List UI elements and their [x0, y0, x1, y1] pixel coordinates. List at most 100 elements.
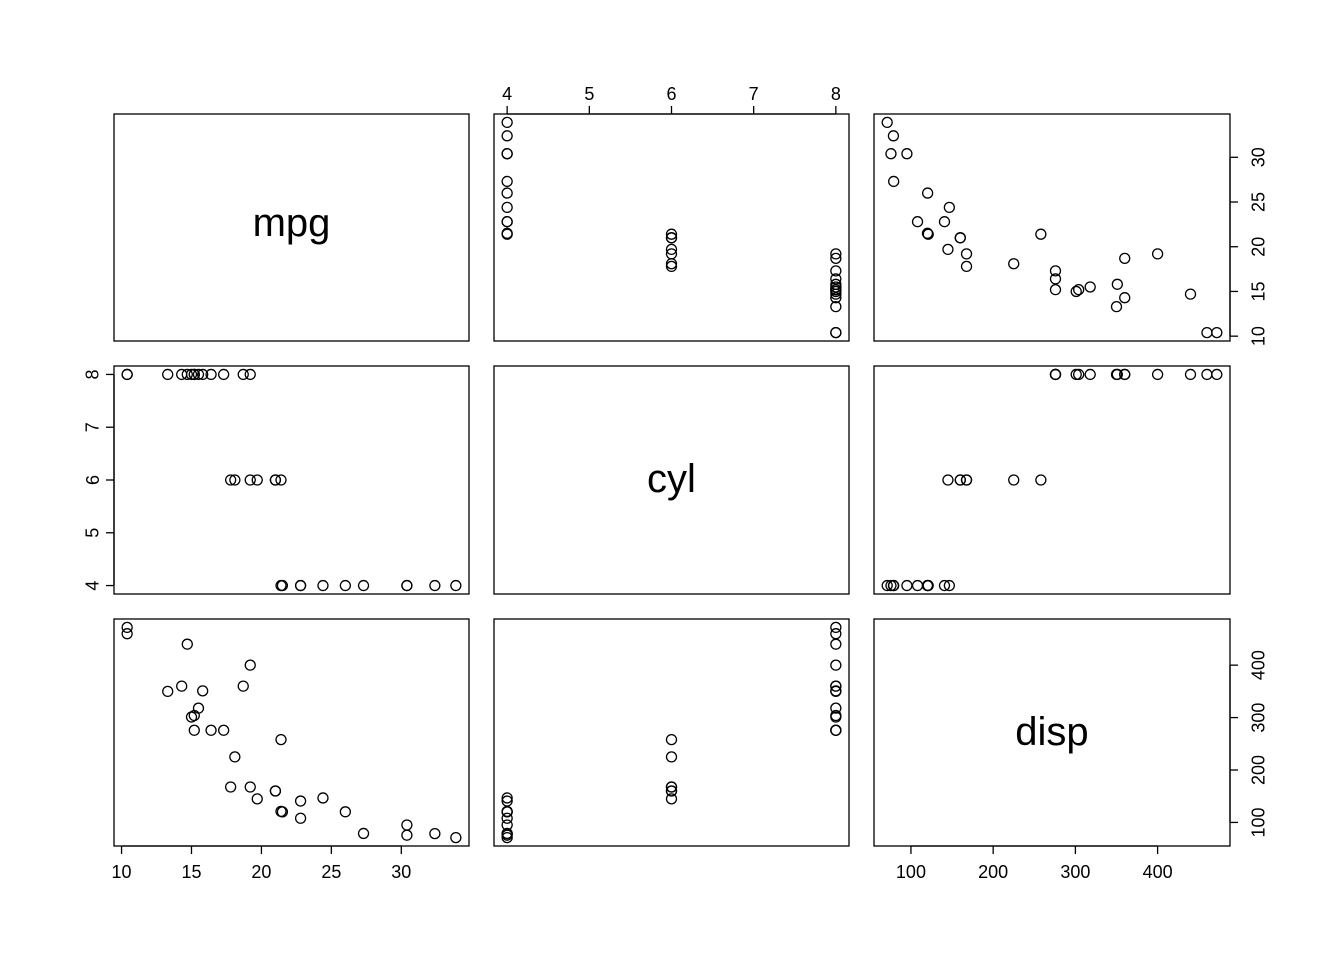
data-point — [501, 228, 513, 240]
data-point — [665, 785, 678, 797]
data-point — [237, 680, 249, 692]
data-point — [1201, 368, 1213, 381]
data-point — [830, 326, 842, 339]
data-point — [317, 579, 329, 592]
points-cyl-x-disp-y — [501, 621, 842, 844]
data-point — [1119, 252, 1131, 265]
data-point — [830, 300, 842, 313]
data-point — [237, 368, 249, 381]
points-mpg-x-cyl-y — [121, 368, 462, 592]
data-point — [275, 474, 287, 486]
axis-left-cyl: 4 5 6 7 8 — [83, 369, 115, 591]
data-point — [501, 819, 513, 831]
data-point — [830, 638, 842, 650]
data-point — [244, 368, 256, 381]
panel-frame — [113, 365, 470, 595]
data-point — [121, 368, 133, 381]
data-point — [121, 628, 133, 640]
tick-label: 30 — [391, 862, 411, 882]
data-point — [1184, 368, 1197, 381]
data-points — [121, 116, 1223, 844]
data-point — [901, 579, 913, 592]
data-point — [450, 579, 462, 592]
tick-label: 8 — [83, 369, 103, 379]
data-point — [401, 579, 413, 592]
data-point — [1049, 284, 1062, 296]
data-point — [1070, 368, 1082, 381]
data-point — [665, 733, 678, 746]
data-point — [162, 368, 174, 381]
data-point — [830, 292, 842, 304]
data-point — [501, 116, 513, 129]
diagonal-label-cyl: cyl — [647, 457, 696, 501]
axis-bottom-disp: 100 200 300 400 — [896, 845, 1173, 882]
panel-disp-vs-cyl — [873, 365, 1231, 595]
tick-label: 100 — [896, 862, 926, 882]
panel-frame — [493, 113, 850, 342]
data-point — [275, 579, 287, 592]
tick-label: 30 — [1249, 147, 1269, 167]
data-point — [830, 281, 842, 293]
data-point — [294, 812, 307, 824]
data-point — [450, 831, 462, 844]
panel-cyl-vs-mpg — [493, 113, 850, 342]
data-point — [830, 711, 842, 723]
data-point — [1201, 326, 1213, 339]
data-point — [1049, 265, 1062, 277]
data-point — [429, 827, 441, 840]
data-point — [275, 805, 287, 818]
data-point — [830, 285, 842, 298]
panel-mpg-vs-cyl — [113, 365, 470, 595]
data-point — [501, 827, 513, 840]
data-point — [251, 793, 263, 805]
data-point — [1035, 474, 1047, 486]
tick-label: 6 — [666, 84, 676, 104]
data-point — [665, 751, 678, 763]
data-point — [830, 265, 842, 277]
data-point — [1110, 300, 1123, 313]
data-point — [317, 792, 329, 804]
data-point — [665, 781, 678, 793]
tick-label: 25 — [321, 862, 341, 882]
data-point — [1151, 368, 1164, 381]
data-point — [830, 628, 842, 640]
panel-mpg-vs-disp — [113, 618, 470, 847]
data-point — [218, 724, 230, 736]
data-point — [1049, 273, 1062, 285]
data-point — [830, 278, 842, 290]
tick-label: 100 — [1249, 807, 1269, 837]
data-point — [960, 260, 973, 273]
data-point — [339, 806, 352, 818]
tick-label: 300 — [1060, 862, 1090, 882]
points-cyl-x-mpg-y — [501, 116, 842, 339]
data-point — [229, 751, 241, 763]
data-point — [429, 579, 441, 592]
data-point — [830, 273, 842, 285]
axis-bottom-mpg: 10 15 20 25 30 — [112, 845, 411, 882]
data-point — [1184, 288, 1197, 300]
data-point — [176, 680, 188, 692]
data-point — [1084, 281, 1096, 293]
data-point — [1008, 474, 1020, 486]
tick-label: 10 — [1249, 326, 1269, 346]
data-point — [244, 781, 256, 793]
data-point — [401, 819, 413, 831]
data-point — [901, 148, 913, 160]
data-point — [501, 831, 513, 844]
data-point — [1049, 368, 1062, 381]
panel-frame — [493, 365, 850, 595]
data-point — [942, 243, 954, 256]
data-point — [830, 621, 842, 634]
tick-label: 200 — [978, 862, 1008, 882]
data-point — [357, 579, 370, 592]
data-point — [339, 579, 352, 592]
data-point — [887, 130, 900, 142]
data-point — [943, 201, 955, 214]
data-point — [162, 685, 174, 698]
data-point — [1073, 284, 1085, 296]
data-point — [960, 248, 973, 260]
axis-right-mpg: 10 15 20 25 30 — [1229, 147, 1269, 346]
data-point — [830, 685, 842, 697]
data-point — [830, 248, 842, 260]
tick-label: 5 — [83, 528, 103, 538]
